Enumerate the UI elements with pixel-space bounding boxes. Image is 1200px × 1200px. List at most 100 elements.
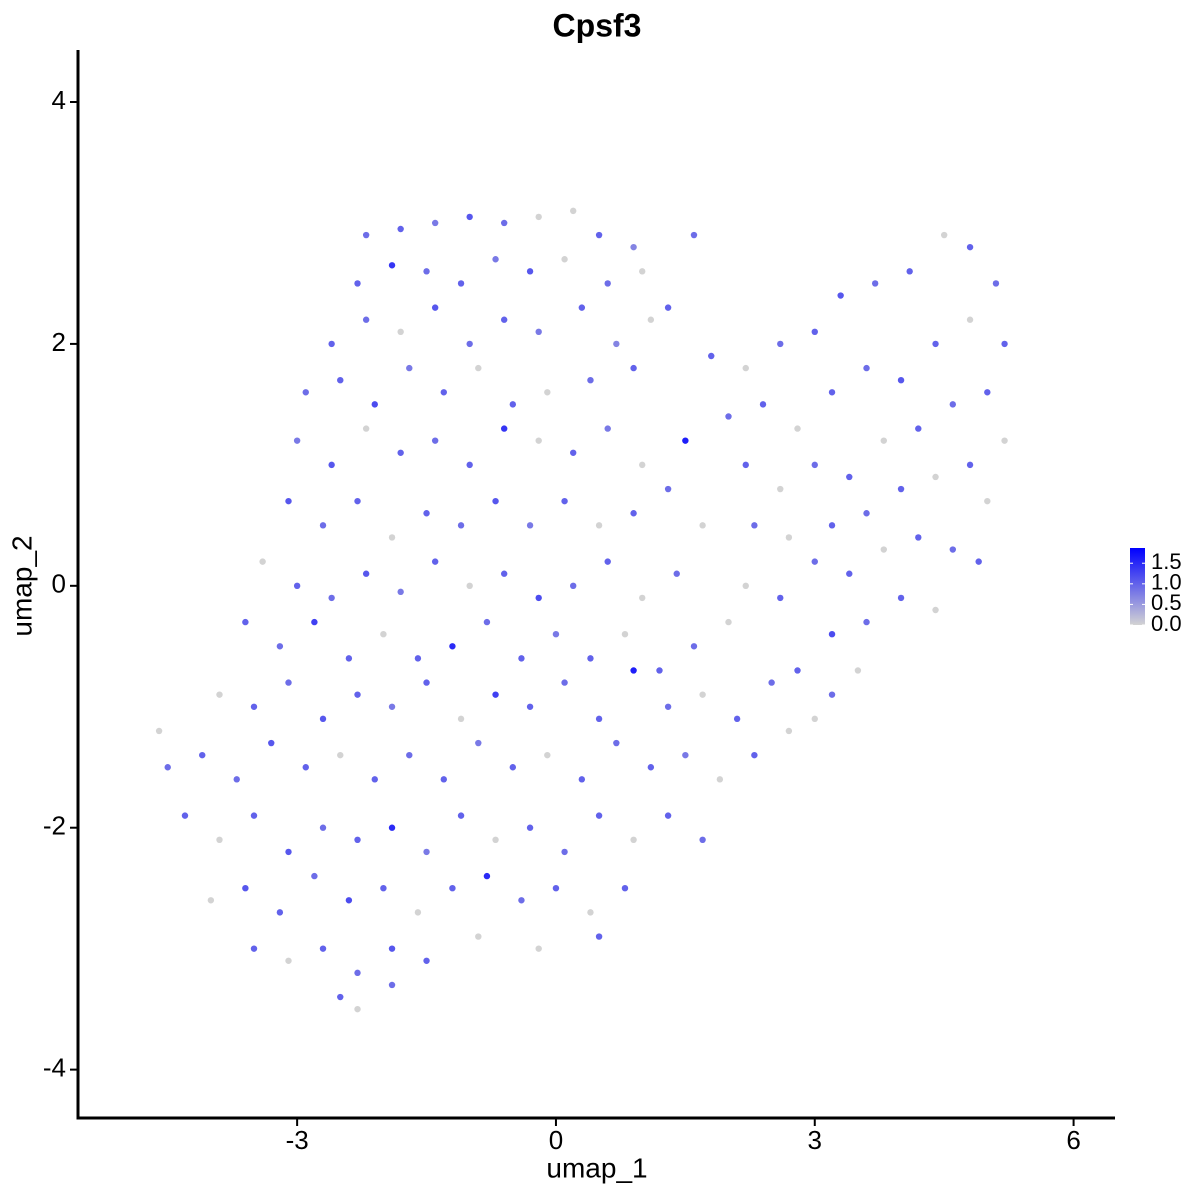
point — [984, 389, 991, 396]
point — [828, 630, 836, 638]
axes: -3 0 3 6 -4 -2 0 2 4 — [43, 50, 1115, 1155]
point — [966, 461, 974, 469]
y-tick-label: 2 — [52, 327, 66, 357]
point — [285, 497, 292, 505]
point — [423, 957, 430, 964]
point — [319, 715, 327, 723]
point — [500, 316, 508, 323]
point — [708, 352, 715, 360]
point — [380, 884, 387, 892]
point — [690, 643, 698, 650]
point — [509, 764, 517, 771]
point — [777, 340, 784, 348]
point — [595, 231, 603, 239]
point — [664, 812, 672, 819]
point — [871, 280, 879, 287]
point — [414, 909, 422, 916]
point — [500, 570, 508, 577]
point — [388, 981, 396, 989]
point — [242, 884, 249, 892]
point — [733, 715, 741, 723]
point — [846, 473, 853, 481]
point — [293, 437, 301, 444]
point — [526, 824, 534, 831]
point — [337, 993, 344, 1001]
point — [682, 437, 689, 444]
point — [863, 364, 870, 372]
point — [449, 643, 456, 650]
point — [621, 630, 629, 638]
colorbar-label: 1.0 — [1151, 570, 1182, 595]
point — [250, 812, 258, 819]
point — [630, 243, 637, 251]
point — [1001, 437, 1008, 444]
point — [457, 812, 465, 819]
point — [181, 812, 189, 819]
point — [431, 558, 439, 565]
point — [897, 485, 905, 493]
point — [457, 280, 465, 287]
point — [647, 316, 655, 323]
point — [751, 522, 758, 529]
point — [354, 836, 361, 844]
point — [207, 897, 215, 904]
point — [570, 449, 577, 456]
y-axis-title: umap_2 — [6, 535, 37, 636]
point — [1001, 340, 1008, 348]
point — [794, 425, 801, 432]
point — [440, 389, 447, 396]
point — [526, 703, 534, 710]
point — [500, 425, 508, 432]
point — [216, 836, 223, 844]
point — [984, 497, 991, 505]
point — [371, 401, 378, 408]
point — [466, 213, 473, 221]
point — [535, 945, 542, 952]
point — [966, 316, 974, 323]
point — [949, 546, 957, 553]
point — [466, 340, 473, 348]
point — [475, 364, 482, 372]
point — [492, 497, 499, 505]
point — [725, 618, 732, 626]
point — [613, 739, 620, 747]
point — [570, 207, 577, 215]
point — [397, 449, 404, 456]
point — [319, 945, 327, 952]
point — [518, 655, 525, 662]
point — [751, 751, 758, 759]
point — [880, 546, 887, 553]
point — [354, 1005, 361, 1013]
point — [785, 727, 793, 735]
point — [423, 848, 430, 856]
point — [354, 280, 361, 287]
point — [380, 630, 387, 638]
point — [621, 884, 629, 892]
point — [354, 691, 361, 698]
point — [457, 522, 465, 529]
point — [587, 376, 594, 384]
point — [544, 389, 551, 396]
point — [639, 461, 646, 469]
point — [664, 485, 672, 493]
point — [915, 534, 922, 541]
point — [811, 328, 818, 336]
point — [647, 764, 655, 771]
point — [164, 764, 171, 771]
point — [362, 425, 370, 432]
point — [578, 304, 586, 311]
point — [345, 897, 353, 904]
point — [354, 497, 361, 505]
point — [682, 751, 689, 759]
point — [250, 703, 258, 710]
point — [639, 594, 646, 602]
points — [155, 207, 1008, 1013]
point — [354, 969, 361, 977]
point — [604, 558, 611, 565]
point — [535, 328, 542, 336]
point — [561, 256, 568, 263]
point — [794, 667, 801, 674]
point — [940, 231, 948, 239]
point — [475, 933, 482, 940]
point — [406, 751, 413, 759]
